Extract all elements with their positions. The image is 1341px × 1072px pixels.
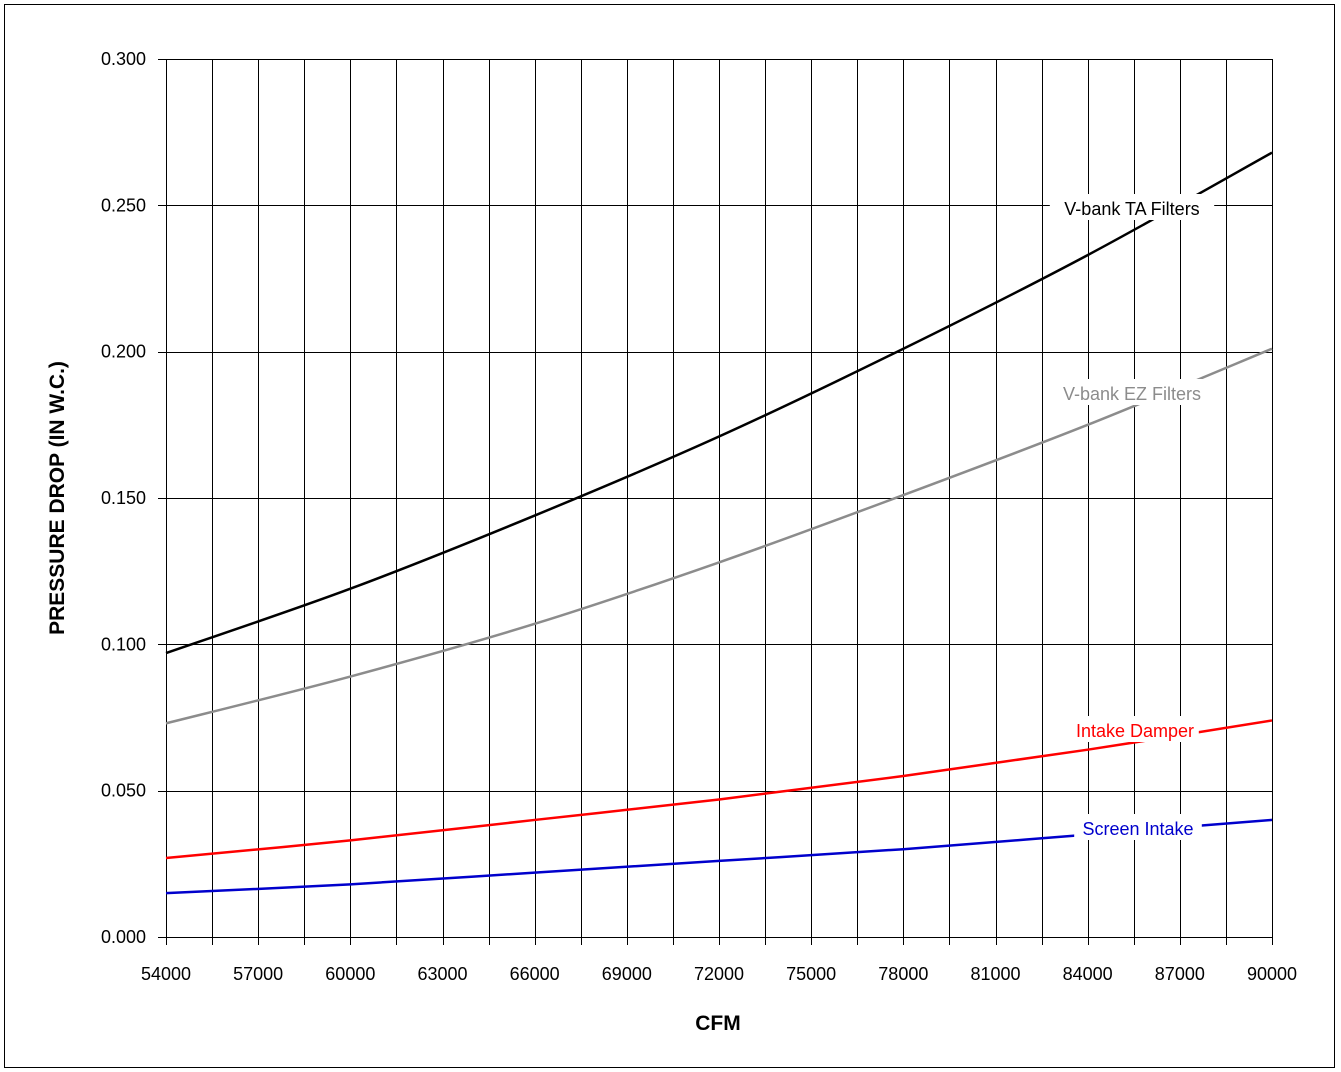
x-axis-title: CFM	[695, 1012, 741, 1035]
x-tick-label: 57000	[233, 964, 283, 984]
series-labels: V-bank TA Filters V-bank EZ Filters Intake…	[1049, 194, 1215, 840]
y-tick-label: 0.050	[101, 781, 146, 801]
y-tick-label: 0.300	[101, 49, 146, 69]
x-tick-label: 75000	[786, 964, 836, 984]
y-axis-ticks: 0.000 0.050 0.100 0.150 0.200 0.250 0.300	[101, 49, 146, 947]
x-tick-label: 66000	[510, 964, 560, 984]
series-label-screen-intake: Screen Intake	[1082, 819, 1193, 839]
series-line-intake-damper	[165, 719, 1273, 860]
x-tick-label: 72000	[694, 964, 744, 984]
x-tick-label: 81000	[970, 964, 1020, 984]
x-axis-ticks: 54000 57000 60000 63000 66000 69000 72000 75000…	[141, 964, 1297, 984]
series-label-background	[1071, 716, 1199, 742]
x-tick-label: 54000	[141, 964, 191, 984]
series-label-v-bank-ez-filters: V-bank EZ Filters	[1063, 384, 1201, 404]
y-tick-label: 0.200	[101, 342, 146, 362]
series-line-v-bank-ta-filters	[165, 151, 1273, 655]
y-axis-title: PRESSURE DROP (IN W.C.)	[46, 361, 69, 635]
series-line-v-bank-ez-filters	[165, 347, 1273, 725]
x-tick-label: 84000	[1063, 964, 1113, 984]
y-tick-label: 0.250	[101, 195, 146, 215]
series-label-v-bank-ta-filters: V-bank TA Filters	[1064, 199, 1199, 219]
series-label-intake-damper: Intake Damper	[1076, 721, 1194, 741]
x-tick-label: 60000	[325, 964, 375, 984]
x-tick-label: 87000	[1155, 964, 1205, 984]
grid	[158, 59, 1273, 945]
x-tick-label: 90000	[1247, 964, 1297, 984]
y-tick-label: 0.150	[101, 488, 146, 508]
y-tick-label: 0.000	[101, 927, 146, 947]
series-label-background	[1049, 194, 1215, 220]
series-label-background	[1049, 379, 1215, 405]
x-tick-label: 63000	[417, 964, 467, 984]
y-tick-label: 0.100	[101, 634, 146, 654]
series-label-background	[1074, 814, 1202, 840]
x-tick-label: 69000	[602, 964, 652, 984]
x-tick-label: 78000	[878, 964, 928, 984]
